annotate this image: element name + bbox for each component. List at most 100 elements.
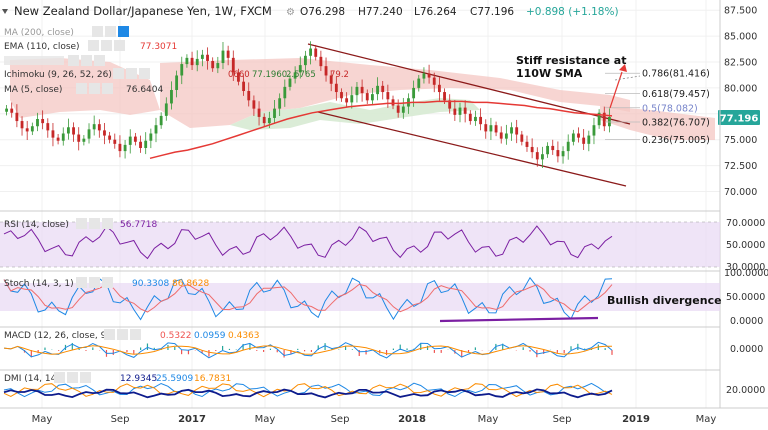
candle-body [551,145,555,151]
candle-body [571,133,575,142]
candle-body [340,92,343,99]
candle-body [334,83,338,93]
candle-body [247,91,251,101]
candle-body [267,117,271,124]
candle-body [329,75,333,84]
candle-body [304,55,307,66]
rsi-tick-70: 70.0000 [726,218,765,229]
ma5-eye-icon[interactable] [76,83,87,94]
candle-body [288,78,292,87]
resistance-annotation-line1: Stiff resistance at [516,54,626,67]
time-tick-label: 2018 [398,414,426,425]
ma200-settings-icon[interactable] [105,26,116,37]
candle-body [427,73,431,78]
macd-label: MACD (12, 26, close, 9) [4,331,110,341]
resistance-arrow [609,71,623,109]
candle-body [510,127,513,134]
candle-body [149,133,153,141]
candle-body [401,106,405,113]
fib-level-label: 0.786(81.416) [642,69,710,80]
ma200-label: MA (200, close) [4,28,74,38]
candle-body [412,87,416,99]
macd-tick-0: 0.0000 [730,344,763,355]
candle-body [515,127,519,135]
hidden-indicator-close-icon[interactable] [94,55,105,66]
candle-body [314,48,318,57]
time-tick-label: 2019 [622,414,650,425]
macd-eye-icon[interactable] [104,329,115,340]
ema110-settings-icon[interactable] [101,40,112,51]
hidden-indicator-eye-icon[interactable] [68,55,79,66]
ichimoku-eye-icon[interactable] [113,68,124,79]
candle-body [468,113,472,122]
dmi-close-icon[interactable] [80,372,91,383]
price-tick-label: 70.000 [724,187,757,198]
candle-body [41,118,45,124]
stoch-d-value: 86.8628 [172,279,209,289]
candle-body [561,151,565,157]
dmi-eye-icon[interactable] [54,372,65,383]
candle-body [525,141,529,147]
candle-body [608,116,611,127]
ma200-close-icon[interactable] [118,26,129,37]
candle-body [10,108,14,113]
candle-body [319,56,323,67]
candle-body [190,57,194,66]
stoch-close-icon[interactable] [102,277,113,288]
rsi-tick-30: 30.0000 [726,262,765,273]
candle-body [437,84,441,93]
ma5-settings-icon[interactable] [89,83,100,94]
ema110-eye-icon[interactable] [88,40,99,51]
stoch-settings-icon[interactable] [89,277,100,288]
macd-settings-icon[interactable] [117,329,128,340]
candle-body [474,116,477,122]
candle-body [602,112,606,127]
candle-body [257,108,261,117]
ema-110-line [149,100,613,160]
dmi-settings-icon[interactable] [67,372,78,383]
ichimoku-cloud-red [160,58,630,128]
header-settings-icon[interactable]: ⚙ [286,7,295,18]
candle-body [5,108,8,112]
macd-signal-line [3,345,612,355]
price-tick-label: 85.000 [724,32,757,43]
hidden-indicator-settings-icon[interactable] [81,55,92,66]
stoch-eye-icon[interactable] [76,277,87,288]
ma5-close-icon[interactable] [102,83,113,94]
hidden-indicator-row[interactable] [4,56,64,65]
candle-body [458,107,462,115]
candle-body [211,60,215,69]
price-tick-label: 80.000 [724,83,757,94]
macd-close-icon[interactable] [130,329,141,340]
candle-body [350,95,354,103]
rsi-close-icon[interactable] [102,218,113,229]
time-tick-label: 2017 [178,414,206,425]
price-tick-label: 75.000 [724,135,757,146]
time-tick-label: May [255,414,276,425]
candle-body [113,139,117,144]
ichimoku-label: Ichimoku (9, 26, 52, 26) [4,70,112,80]
rsi-tick-50: 50.0000 [726,240,765,251]
symbol-title: New Zealand Dollar/Japanese Yen, 1W, FXC… [14,4,272,18]
rsi-eye-icon[interactable] [76,218,87,229]
rsi-settings-icon[interactable] [89,218,100,229]
candle-body [582,137,586,144]
ma200-eye-icon[interactable] [92,26,103,37]
candle-body [56,137,60,141]
ichimoku-close-icon[interactable] [139,68,150,79]
stoch-tick-50: 50.0000 [726,292,765,303]
projection-dotted [614,75,641,81]
last-price-badge-bg [718,110,760,125]
candle-body [46,123,50,131]
candle-body [103,130,106,136]
ohlc-open: O76.298 [300,6,345,18]
ichimoku-value-2: 77.1960 [252,70,287,80]
ema110-close-icon[interactable] [114,40,125,51]
candle-body [108,135,112,140]
ichimoku-cloud-red-right [600,106,715,140]
price-tick-label: 72.500 [724,161,757,172]
ichimoku-settings-icon[interactable] [126,68,137,79]
collapse-arrow-icon[interactable] [2,9,8,14]
dmi-value-adx: 12.9345 [120,374,157,384]
candle-body [484,124,488,132]
